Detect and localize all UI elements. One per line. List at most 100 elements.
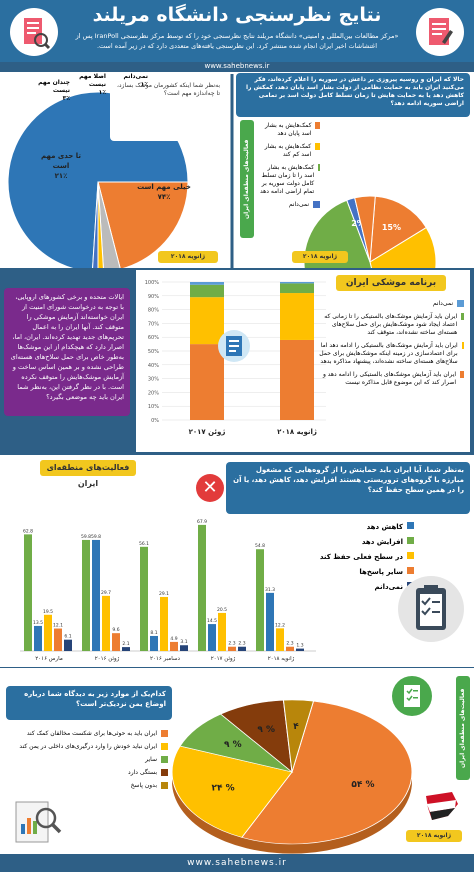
syria-question: حالا که ایران و روسیه پیروزی بر داعش در … [236, 73, 470, 117]
group-bar [198, 524, 206, 651]
group-bar [44, 614, 52, 651]
group-bar [238, 646, 246, 651]
pie1-label-3: چندان مهم نیست ۳٪ [38, 79, 70, 102]
legend-swatch [161, 756, 168, 763]
intro-text: «مرکز مطالعات بین‌المللی و امنیتی» دانشگ… [75, 32, 399, 50]
legend-swatch [407, 522, 414, 529]
pie-data-label: ۹ % [224, 740, 242, 750]
bar-value-label: 54.8 [255, 543, 265, 549]
pie1-label-5: نمی‌دانم ۱٪ [123, 73, 148, 88]
bar-value-label: 2.3 [286, 641, 293, 647]
legend-label: کمک‌هایش به بشار اسد کم کند [264, 143, 312, 158]
x-category-label: دسامبر ۲۰۱۶ [150, 656, 181, 662]
legend-label: کاهش دهد [366, 523, 403, 531]
syria-side-label: فعالیت‌های منطقه‌ای ایران [240, 120, 254, 238]
y-tick-label: 30% [148, 377, 159, 383]
legend-item: ایران باید آزمایش موشک‌های بالستیکی را ت… [318, 313, 464, 337]
group-bar [218, 612, 226, 651]
bar-value-label: 13.5 [33, 620, 43, 626]
x-category-label: ژانویه ۲۰۱۸ [268, 656, 295, 662]
bar-value-label: 9.6 [112, 627, 119, 633]
bar-value-label: 2.3 [238, 641, 245, 647]
missile-question: ایالات متحده و برخی کشورهای اروپایی، با … [4, 288, 130, 416]
bar-value-label: 29.7 [101, 590, 111, 596]
survey-icon [10, 8, 58, 56]
report-magnifier-icon [6, 790, 66, 850]
clipboard-icon [398, 576, 464, 642]
legend-item: نمی‌دانم [258, 201, 320, 209]
legend-label: ایران باید به حوثی‌ها برای شکست مخالفان … [26, 730, 157, 737]
group-bar [228, 646, 236, 651]
group-bar [256, 549, 264, 651]
header-banner [0, 0, 474, 62]
legend-label: ایران باید آزمایش موشک‌های بالستیکی را ا… [322, 371, 457, 386]
legend-swatch [461, 313, 464, 320]
legend-label: افزایش دهد [361, 538, 403, 546]
pie-data-label: ۹ % [257, 725, 275, 735]
legend-swatch [461, 342, 464, 349]
stack-bar-segment [190, 284, 224, 298]
group-bar [150, 635, 158, 651]
legend-item: کمک‌هایش به بشار اسد را تا زمان تسلط کام… [258, 164, 320, 196]
y-tick-label: 20% [148, 390, 159, 396]
footer-site-url: www.sahebnews.ir [0, 854, 474, 872]
y-tick-label: 80% [148, 308, 159, 314]
legend-swatch [161, 730, 168, 737]
legend-swatch [161, 769, 168, 776]
legend-item: بستگی دارد [8, 769, 168, 777]
group-bar [140, 546, 148, 651]
group-bar [102, 595, 110, 651]
legend-item: ایران باید آزمایش موشک‌های بالستیکی را ا… [318, 371, 464, 387]
bar-value-label: 1.3 [296, 643, 303, 649]
legend-item: در سطح فعلی حفظ کند [304, 552, 414, 562]
site-url: www.sahebnews.ir [204, 62, 270, 70]
pie-slice [171, 745, 293, 838]
legend-item: کمک‌هایش به بشار اسد پایان دهد [258, 122, 320, 138]
checklist-green-icon [392, 676, 432, 716]
yemen-date: ژانویه ۲۰۱۸ [406, 830, 462, 842]
legend-label: نمی‌دانم [374, 583, 403, 591]
y-tick-label: 40% [148, 363, 159, 369]
yemen-question: کدام‌یک از موارد زیر به دیدگاه شما دربار… [6, 686, 172, 720]
group-bar [92, 539, 100, 651]
legend-label: در سطح فعلی حفظ کند [319, 553, 403, 561]
legend-swatch [315, 143, 320, 150]
group-bar [64, 639, 72, 651]
bar-value-label: 62.8 [23, 528, 33, 534]
bar-value-label: 12.2 [275, 622, 285, 628]
pie1-label-4: اصلا مهم نیست ۱٪ [79, 73, 106, 96]
importance-date: ژانویه ۲۰۱۸ [158, 251, 218, 263]
stack-bar-segment [280, 283, 314, 294]
legend-item: ایران نباید خودش را وارد درگیری‌های داخل… [8, 743, 168, 751]
legend-swatch [315, 122, 320, 129]
pie-slice [354, 195, 376, 263]
legend-swatch [457, 300, 464, 307]
checklist-icon [416, 8, 464, 56]
pie1-label-1: خیلی مهم است ۷۴٪ [137, 183, 191, 201]
bar-value-label: 59.8 [91, 534, 101, 540]
group-bar [122, 647, 130, 651]
legend-swatch [318, 164, 320, 171]
pie-slice [97, 181, 189, 268]
pie-data-label: 2% [351, 219, 365, 228]
page-title: نتایج نظرسنجی دانشگاه مریلند [92, 4, 382, 26]
stack-bar-segment [190, 344, 224, 420]
group-bar [54, 628, 62, 651]
legend-item: بدون پاسخ [8, 782, 168, 790]
pie-data-label: ۴ [293, 722, 299, 732]
group-bar [160, 596, 168, 651]
pie-slice [97, 181, 104, 268]
bar-value-label: 2.1 [122, 641, 129, 647]
stack-bar-segment [280, 282, 314, 284]
group-bar [34, 625, 42, 651]
legend-item: نمی‌دانم [318, 300, 464, 308]
legend-label: نمی‌دانم [432, 300, 453, 307]
regional-title: فعالیت‌های منطقه‌ای ایران [40, 460, 136, 488]
y-tick-label: 60% [148, 335, 159, 341]
x-category-label: ژوئن ۲۰۱۷ [189, 428, 226, 436]
x-category-label: ژوئن ۲۰۱۶ [95, 656, 120, 662]
legend-swatch [407, 552, 414, 559]
bar-value-label: 6.1 [64, 634, 71, 640]
group-bar [180, 645, 188, 651]
legend-swatch [407, 567, 414, 574]
